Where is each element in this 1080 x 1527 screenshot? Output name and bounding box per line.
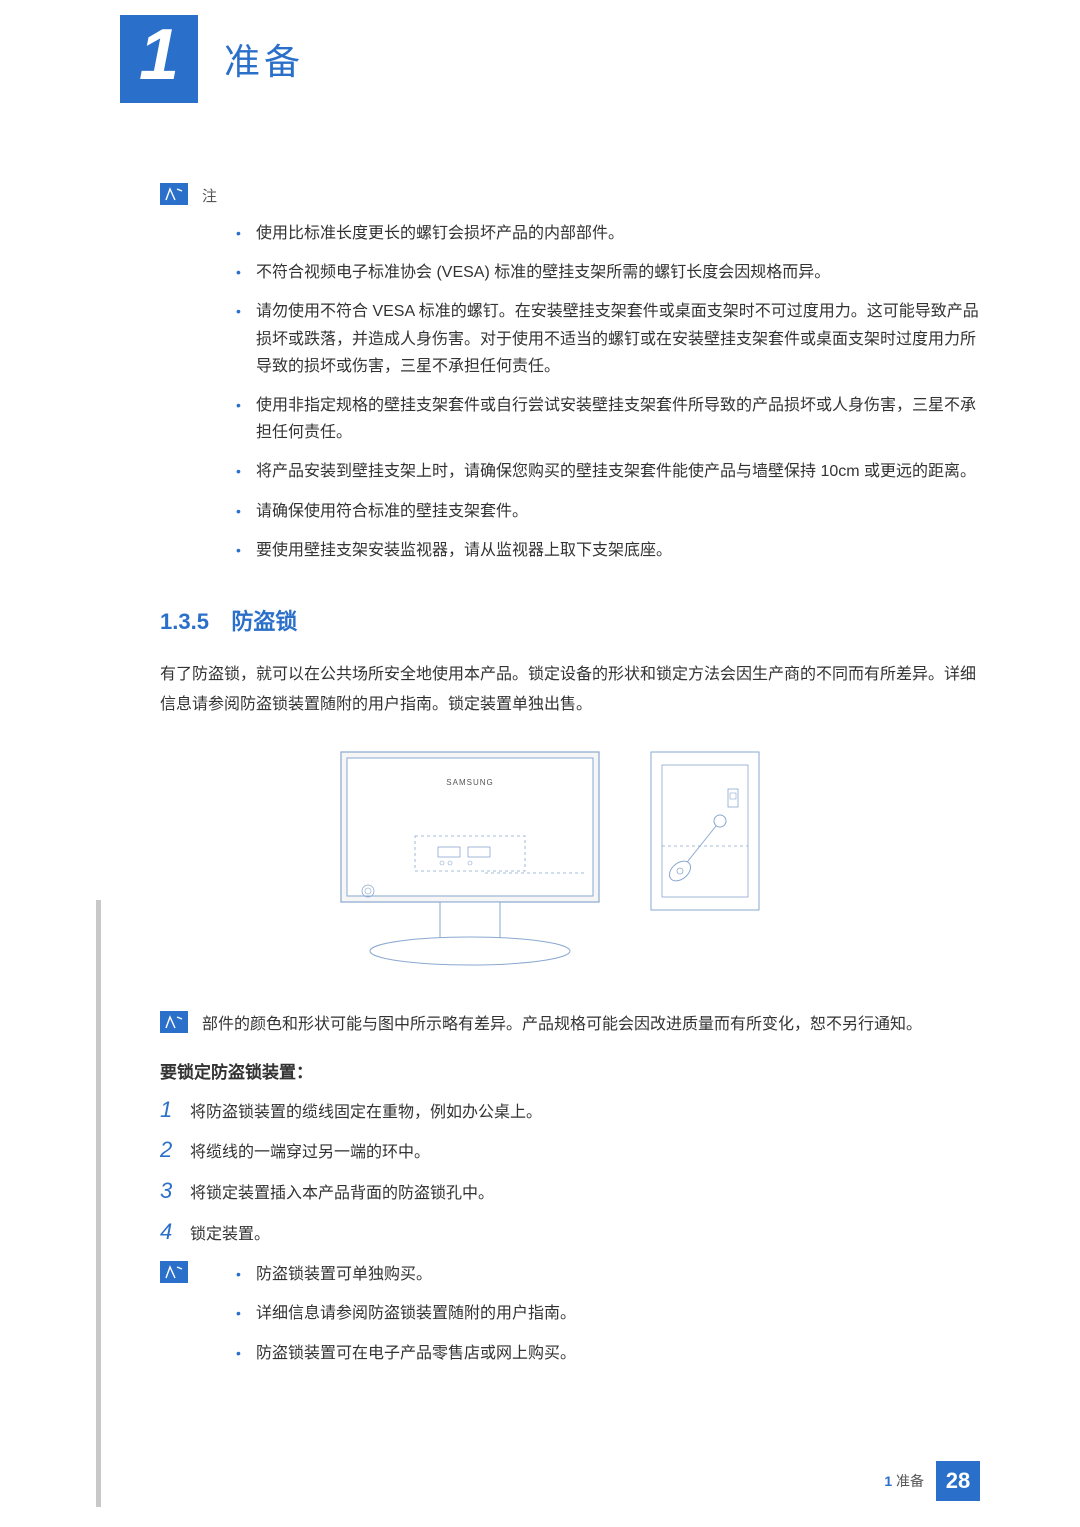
list-item: 请勿使用不符合 VESA 标准的螺钉。在安装壁挂支架套件或桌面支架时不可过度用力…	[232, 298, 980, 380]
step-text: 将锁定装置插入本产品背面的防盗锁孔中。	[190, 1181, 494, 1207]
step-number: 1	[160, 1097, 190, 1123]
step-text: 将防盗锁装置的缆线固定在重物，例如办公桌上。	[190, 1100, 542, 1126]
step-item: 4 锁定装置。	[160, 1219, 980, 1248]
page-content: 1 准备 注 使用比标准长度更长的螺钉会损坏产品的内部部件。 不符合视频电子标准…	[0, 0, 1080, 1379]
list-item: 详细信息请参阅防盗锁装置随附的用户指南。	[232, 1300, 576, 1327]
list-item: 请确保使用符合标准的壁挂支架套件。	[232, 498, 980, 525]
note3-list: 防盗锁装置可单独购买。 详细信息请参阅防盗锁装置随附的用户指南。 防盗锁装置可在…	[232, 1261, 576, 1379]
list-item: 使用非指定规格的壁挂支架套件或自行尝试安装壁挂支架套件所导致的产品损坏或人身伤害…	[232, 392, 980, 446]
chapter-title: 准备	[224, 33, 304, 85]
list-item: 将产品安装到壁挂支架上时，请确保您购买的壁挂支架套件能使产品与墙壁保持 10cm…	[232, 458, 980, 485]
step-number: 3	[160, 1178, 190, 1204]
footer-chapter-ref: 1 准备	[884, 1471, 924, 1491]
monitor-diagram: SAMSUNG	[340, 751, 600, 971]
brand-label: SAMSUNG	[446, 778, 493, 787]
step-text: 将缆线的一端穿过另一端的环中。	[190, 1140, 430, 1166]
sidebar-accent	[0, 0, 100, 1527]
note-icon	[160, 1261, 188, 1283]
subsection-heading: 1.3.5 防盗锁	[160, 604, 980, 636]
step-number: 4	[160, 1219, 190, 1245]
step-text: 锁定装置。	[190, 1222, 270, 1248]
note-icon	[160, 183, 188, 205]
step-item: 3 将锁定装置插入本产品背面的防盗锁孔中。	[160, 1178, 980, 1207]
footer-chapter-number: 1	[884, 1473, 892, 1489]
subsection-title: 防盗锁	[231, 609, 297, 634]
step-item: 2 将缆线的一端穿过另一端的环中。	[160, 1137, 980, 1166]
footer-chapter-title: 准备	[896, 1473, 924, 1489]
list-item: 防盗锁装置可在电子产品零售店或网上购买。	[232, 1340, 576, 1367]
note2-text: 部件的颜色和形状可能与图中所示略有差异。产品规格可能会因改进质量而有所变化，恕不…	[202, 1011, 980, 1038]
list-item: 不符合视频电子标准协会 (VESA) 标准的壁挂支架所需的螺钉长度会因规格而异。	[232, 259, 980, 286]
note-block-3: 防盗锁装置可单独购买。 详细信息请参阅防盗锁装置随附的用户指南。 防盗锁装置可在…	[160, 1261, 980, 1379]
chapter-number: 1	[120, 15, 198, 103]
note-icon	[160, 1011, 188, 1033]
page-footer: 1 准备 28	[884, 1461, 980, 1501]
diagram-container: SAMSUNG	[120, 751, 980, 971]
note-label: 注	[202, 185, 217, 206]
list-item: 使用比标准长度更长的螺钉会损坏产品的内部部件。	[232, 220, 980, 247]
step-item: 1 将防盗锁装置的缆线固定在重物，例如办公桌上。	[160, 1097, 980, 1126]
subsection-number: 1.3.5	[160, 609, 209, 634]
intro-paragraph: 有了防盗锁，就可以在公共场所安全地使用本产品。锁定设备的形状和锁定方法会因生产商…	[160, 660, 980, 721]
chapter-header: 1 准备	[120, 0, 980, 103]
step-number: 2	[160, 1137, 190, 1163]
steps-list: 1 将防盗锁装置的缆线固定在重物，例如办公桌上。 2 将缆线的一端穿过另一端的环…	[160, 1097, 980, 1247]
note-block-1: 注	[160, 183, 980, 206]
list-item: 防盗锁装置可单独购买。	[232, 1261, 576, 1288]
note-block-2: 部件的颜色和形状可能与图中所示略有差异。产品规格可能会因改进质量而有所变化，恕不…	[160, 1011, 980, 1038]
note1-list: 使用比标准长度更长的螺钉会损坏产品的内部部件。 不符合视频电子标准协会 (VES…	[232, 220, 980, 564]
steps-heading: 要锁定防盗锁装置：	[160, 1058, 980, 1083]
page-number: 28	[936, 1461, 980, 1501]
list-item: 要使用壁挂支架安装监视器，请从监视器上取下支架底座。	[232, 537, 980, 564]
lock-diagram	[650, 751, 760, 911]
